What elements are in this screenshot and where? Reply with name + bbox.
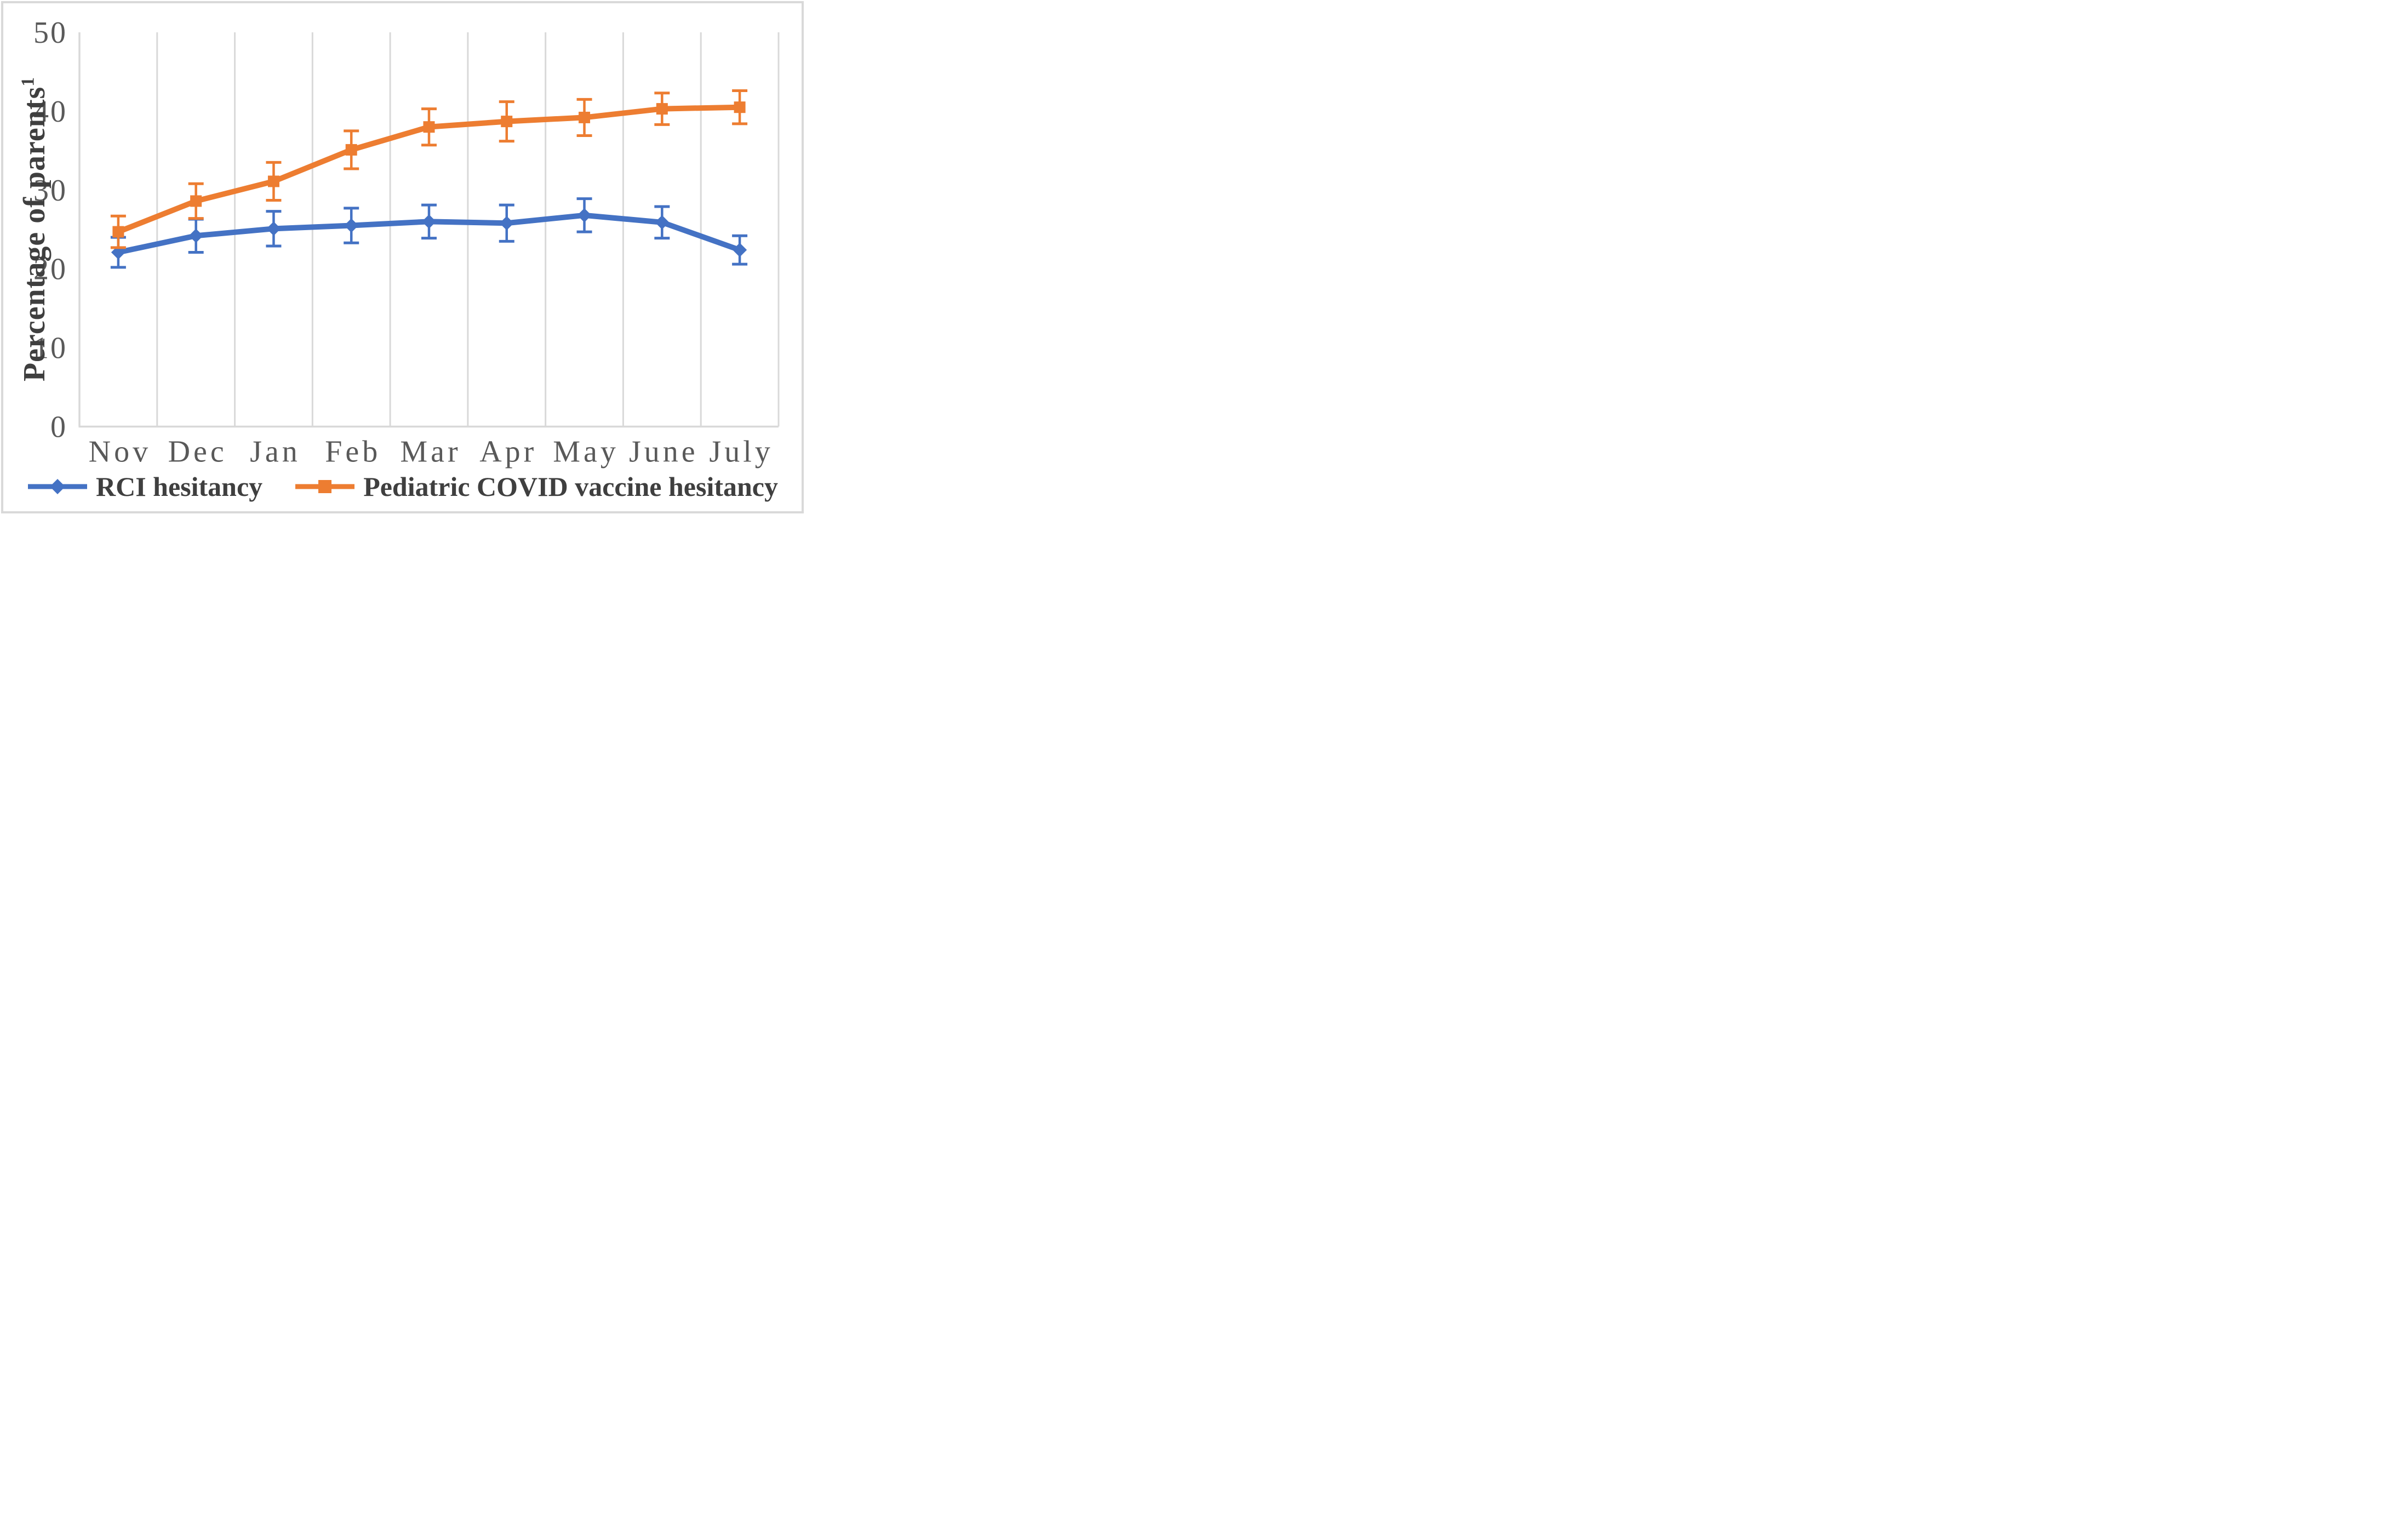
data-point-square xyxy=(112,226,124,238)
data-point-diamond xyxy=(188,228,203,243)
y-axis-title-superscript: 1 xyxy=(18,76,38,87)
x-tick-label: June xyxy=(629,435,699,469)
y-tick-label: 0 xyxy=(50,410,67,444)
data-point-square xyxy=(579,111,591,123)
data-point-square xyxy=(501,116,513,128)
y-axis-title: Percentage of parents1 xyxy=(17,77,52,381)
y-tick-label: 30 xyxy=(33,174,67,208)
data-point-diamond xyxy=(422,214,436,229)
data-point-square xyxy=(423,121,435,133)
y-axis-title-text: Percentage of parents xyxy=(18,86,52,382)
legend: RCI hesitancy Pediatric COVID vaccine he… xyxy=(3,471,802,502)
chart-canvas: 0 10 20 30 40 50 Nov Dec Jan Feb Mar Apr May June July xyxy=(33,16,780,469)
x-tick-label: Mar xyxy=(400,435,461,469)
y-tick-label: 20 xyxy=(33,253,67,287)
legend-sample-square xyxy=(318,480,332,493)
data-point-diamond xyxy=(733,243,747,258)
x-tick-label: July xyxy=(709,435,773,469)
legend-label-rci: RCI hesitancy xyxy=(96,471,263,502)
x-tick-label: Apr xyxy=(479,435,537,469)
x-tick-label: Jan xyxy=(250,435,301,469)
y-tick-label: 10 xyxy=(33,332,67,365)
legend-sample-diamond xyxy=(50,479,65,494)
y-tick-label: 50 xyxy=(33,16,67,50)
data-point-diamond xyxy=(499,216,514,231)
legend-item-pediatric-covid: Pediatric COVID vaccine hesitancy xyxy=(294,471,778,502)
legend-label-pediatric-covid: Pediatric COVID vaccine hesitancy xyxy=(363,471,778,502)
data-point-diamond xyxy=(344,218,359,233)
data-point-square xyxy=(267,175,279,187)
legend-item-rci: RCI hesitancy xyxy=(27,471,262,502)
data-point-diamond xyxy=(655,215,670,230)
x-tick-label: Dec xyxy=(168,435,227,469)
data-point-diamond xyxy=(577,208,592,222)
data-point-square xyxy=(190,195,202,207)
y-tick-label: 40 xyxy=(33,95,67,129)
x-tick-label: May xyxy=(553,435,619,469)
data-point-square xyxy=(656,103,668,115)
data-point-square xyxy=(734,101,746,113)
data-point-diamond xyxy=(266,221,281,236)
figure: 0 10 20 30 40 50 Nov Dec Jan Feb Mar Apr May June July… xyxy=(1,1,804,513)
data-point-square xyxy=(345,144,357,156)
x-tick-label: Feb xyxy=(325,435,381,469)
legend-marker-rci-diamond-icon xyxy=(28,479,87,494)
legend-marker-covid-square-icon xyxy=(295,480,355,493)
x-tick-label: Nov xyxy=(89,435,151,469)
